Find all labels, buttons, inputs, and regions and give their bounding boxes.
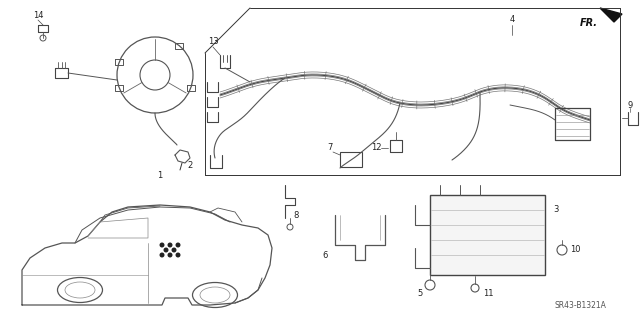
Bar xyxy=(340,152,362,167)
Text: 3: 3 xyxy=(554,205,559,214)
Text: 8: 8 xyxy=(293,211,299,219)
Bar xyxy=(430,195,545,275)
Text: 4: 4 xyxy=(509,16,515,25)
Text: 14: 14 xyxy=(33,11,44,20)
Text: 12: 12 xyxy=(371,144,381,152)
Circle shape xyxy=(172,248,177,253)
Text: 11: 11 xyxy=(483,290,493,299)
Circle shape xyxy=(175,242,180,248)
Text: 13: 13 xyxy=(208,38,218,47)
Circle shape xyxy=(163,248,168,253)
Text: 6: 6 xyxy=(323,250,328,259)
Text: 9: 9 xyxy=(627,100,632,109)
Circle shape xyxy=(175,253,180,257)
Text: 2: 2 xyxy=(188,160,193,169)
Text: 5: 5 xyxy=(417,288,422,298)
Text: 10: 10 xyxy=(570,246,580,255)
Polygon shape xyxy=(600,8,622,22)
Circle shape xyxy=(159,253,164,257)
Text: FR.: FR. xyxy=(580,18,598,28)
Circle shape xyxy=(168,242,173,248)
Text: 7: 7 xyxy=(327,144,333,152)
Text: 1: 1 xyxy=(157,170,163,180)
Text: SR43-B1321A: SR43-B1321A xyxy=(554,300,606,309)
Circle shape xyxy=(159,242,164,248)
Circle shape xyxy=(168,253,173,257)
